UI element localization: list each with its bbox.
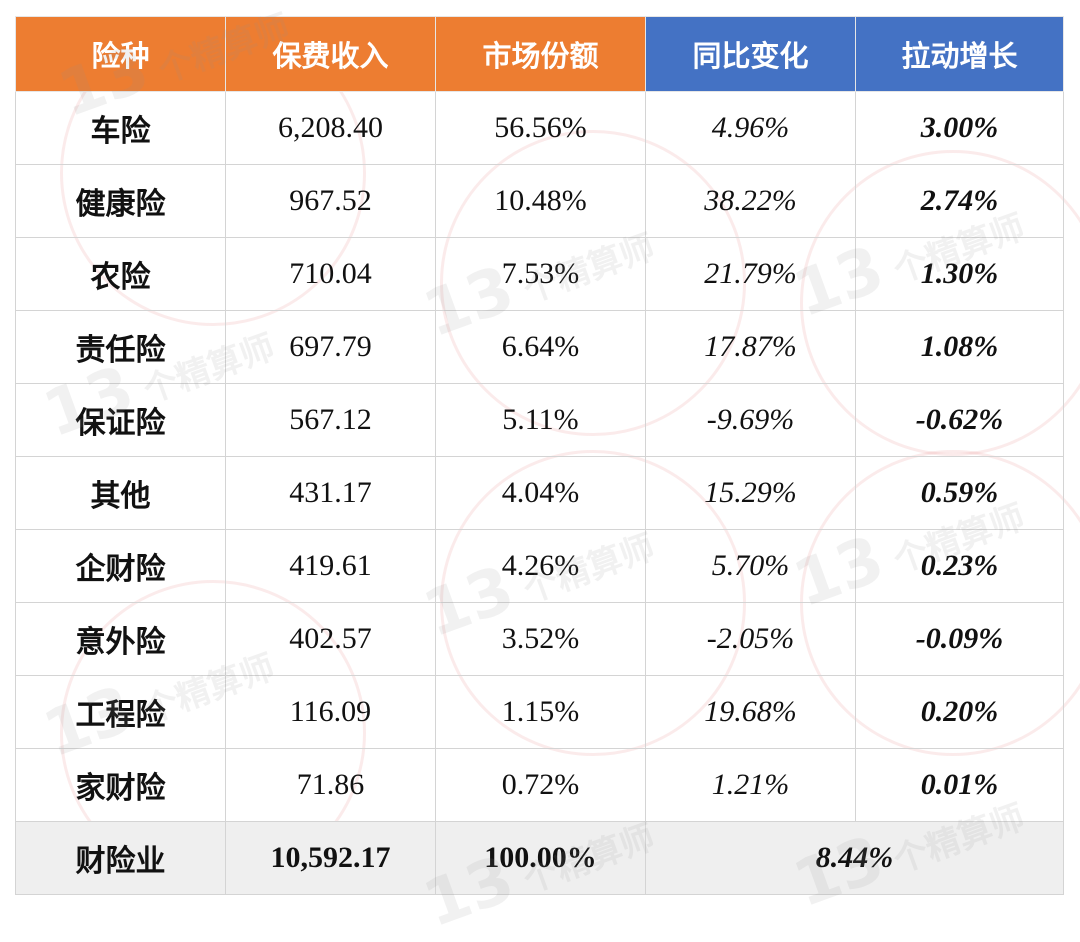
cell-name: 农险 (15, 237, 226, 311)
cell-yoy: 17.87% (645, 310, 856, 384)
table-row: 其他 431.17 4.04% 15.29% 0.59% (15, 456, 1064, 530)
header-yoy-change: 同比变化 (645, 16, 856, 92)
header-premium-income: 保费收入 (225, 16, 436, 92)
cell-premium: 116.09 (225, 675, 436, 749)
cell-share: 56.56% (435, 91, 646, 165)
total-name: 财险业 (15, 821, 226, 895)
cell-pull: 0.01% (855, 748, 1064, 822)
header-growth-contribution: 拉动增长 (855, 16, 1064, 92)
cell-yoy: 5.70% (645, 529, 856, 603)
header-market-share: 市场份额 (435, 16, 646, 92)
cell-name: 企财险 (15, 529, 226, 603)
header-row: 险种 保费收入 市场份额 同比变化 拉动增长 (15, 16, 1064, 92)
cell-yoy: 4.96% (645, 91, 856, 165)
cell-name: 保证险 (15, 383, 226, 457)
cell-yoy: 15.29% (645, 456, 856, 530)
cell-premium: 402.57 (225, 602, 436, 676)
cell-share: 10.48% (435, 164, 646, 238)
table-row: 意外险 402.57 3.52% -2.05% -0.09% (15, 602, 1064, 676)
total-yoy: 8.44% (645, 821, 1064, 895)
cell-name: 意外险 (15, 602, 226, 676)
table-row: 农险 710.04 7.53% 21.79% 1.30% (15, 237, 1064, 311)
cell-share: 1.15% (435, 675, 646, 749)
cell-yoy: 19.68% (645, 675, 856, 749)
cell-pull: 0.59% (855, 456, 1064, 530)
table-row: 健康险 967.52 10.48% 38.22% 2.74% (15, 164, 1064, 238)
table-row: 责任险 697.79 6.64% 17.87% 1.08% (15, 310, 1064, 384)
cell-yoy: 38.22% (645, 164, 856, 238)
table-row: 家财险 71.86 0.72% 1.21% 0.01% (15, 748, 1064, 822)
cell-share: 5.11% (435, 383, 646, 457)
cell-yoy: 21.79% (645, 237, 856, 311)
cell-yoy: 1.21% (645, 748, 856, 822)
table-row: 工程险 116.09 1.15% 19.68% 0.20% (15, 675, 1064, 749)
cell-name: 其他 (15, 456, 226, 530)
total-share: 100.00% (435, 821, 646, 895)
cell-share: 0.72% (435, 748, 646, 822)
cell-name: 健康险 (15, 164, 226, 238)
cell-pull: 1.30% (855, 237, 1064, 311)
cell-pull: 0.23% (855, 529, 1064, 603)
insurance-premium-table: 险种 保费收入 市场份额 同比变化 拉动增长 车险 6,208.40 56.56… (15, 16, 1064, 895)
cell-yoy: -9.69% (645, 383, 856, 457)
cell-premium: 967.52 (225, 164, 436, 238)
cell-name: 责任险 (15, 310, 226, 384)
cell-pull: 3.00% (855, 91, 1064, 165)
cell-pull: 0.20% (855, 675, 1064, 749)
total-row: 财险业 10,592.17 100.00% 8.44% (15, 821, 1064, 895)
table-row: 车险 6,208.40 56.56% 4.96% 3.00% (15, 91, 1064, 165)
header-insurance-type: 险种 (15, 16, 226, 92)
cell-pull: 1.08% (855, 310, 1064, 384)
cell-share: 6.64% (435, 310, 646, 384)
cell-pull: 2.74% (855, 164, 1064, 238)
total-premium: 10,592.17 (225, 821, 436, 895)
cell-premium: 710.04 (225, 237, 436, 311)
cell-premium: 431.17 (225, 456, 436, 530)
table-row: 企财险 419.61 4.26% 5.70% 0.23% (15, 529, 1064, 603)
cell-pull: -0.09% (855, 602, 1064, 676)
cell-premium: 419.61 (225, 529, 436, 603)
cell-premium: 567.12 (225, 383, 436, 457)
cell-pull: -0.62% (855, 383, 1064, 457)
cell-yoy: -2.05% (645, 602, 856, 676)
cell-name: 工程险 (15, 675, 226, 749)
cell-share: 4.26% (435, 529, 646, 603)
cell-name: 车险 (15, 91, 226, 165)
cell-premium: 71.86 (225, 748, 436, 822)
cell-share: 3.52% (435, 602, 646, 676)
cell-name: 家财险 (15, 748, 226, 822)
table-row: 保证险 567.12 5.11% -9.69% -0.62% (15, 383, 1064, 457)
cell-premium: 697.79 (225, 310, 436, 384)
cell-share: 7.53% (435, 237, 646, 311)
cell-share: 4.04% (435, 456, 646, 530)
cell-premium: 6,208.40 (225, 91, 436, 165)
